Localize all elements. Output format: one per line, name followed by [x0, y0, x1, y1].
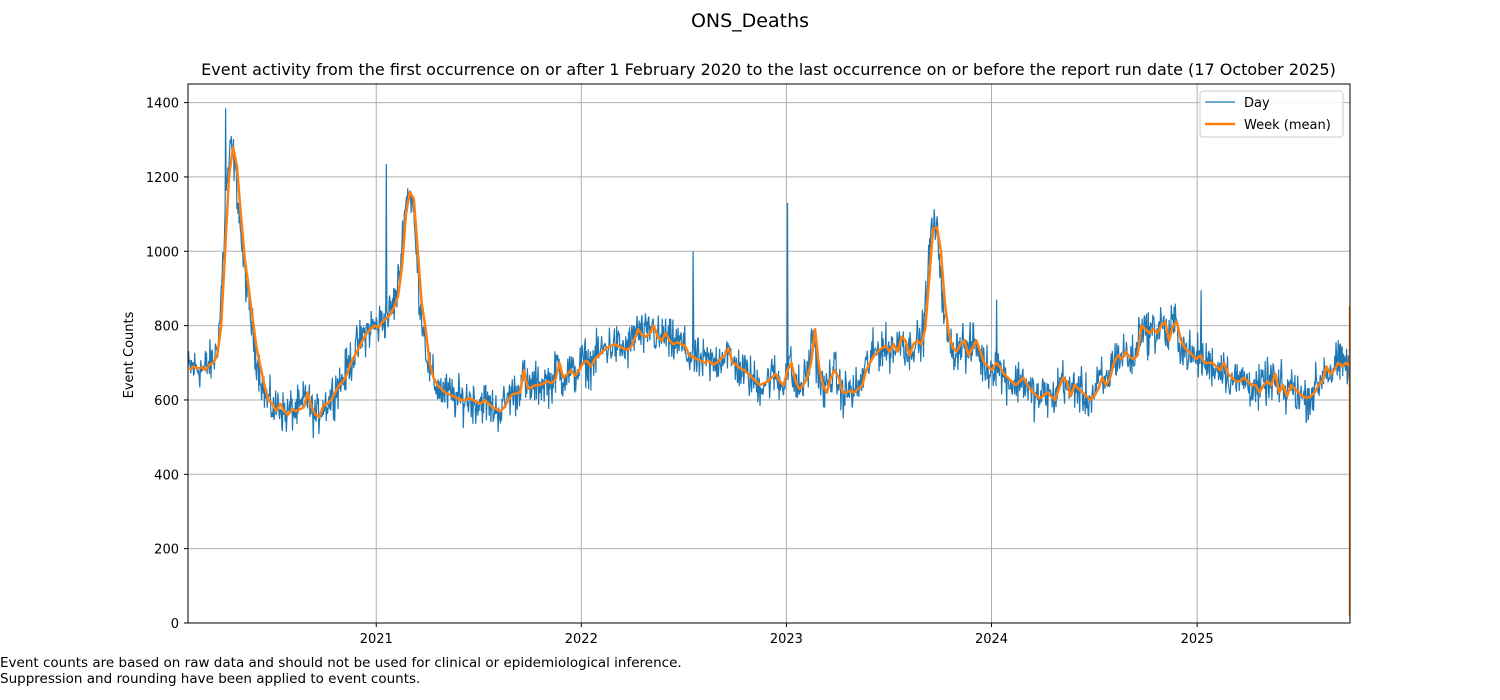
axes-frame [187, 83, 1351, 624]
week-mean-series-line [188, 145, 1350, 616]
footnote: Event counts are based on raw data and s… [0, 655, 682, 687]
chart-title: Event activity from the first occurrence… [201, 60, 1336, 79]
y-tick-label: 200 [154, 543, 179, 558]
y-tick-label: 1400 [146, 97, 179, 112]
footnote-line-1: Event counts are based on raw data and s… [0, 655, 682, 671]
plot-area [188, 108, 1350, 620]
legend-week-label: Week (mean) [1244, 118, 1331, 133]
y-tick-label: 400 [154, 468, 179, 483]
grid-lines [188, 84, 1350, 623]
x-tick-label: 2021 [360, 632, 393, 647]
x-tick-label: 2024 [975, 632, 1008, 647]
x-tick-label: 2025 [1181, 632, 1214, 647]
y-tick-label: 1000 [146, 245, 179, 260]
legend-box [1199, 90, 1344, 138]
y-axis-label: Event Counts [122, 311, 137, 398]
legend-day-label: Day [1244, 96, 1270, 111]
y-tick-label: 0 [171, 617, 179, 632]
footnote-line-2: Suppression and rounding have been appli… [0, 671, 421, 687]
y-tick-label: 800 [154, 320, 179, 335]
y-tick-label: 1200 [146, 171, 179, 186]
figure-suptitle: ONS_Deaths [690, 10, 810, 32]
legend: Day Week (mean) [1199, 90, 1344, 138]
y-axis: 0 200 400 600 800 1000 1200 1400 [146, 97, 188, 632]
x-tick-label: 2023 [770, 632, 803, 647]
x-axis: 2021 2022 2023 2024 2025 [360, 623, 1214, 647]
y-tick-label: 600 [154, 394, 179, 409]
day-series-line [188, 108, 1350, 620]
x-tick-label: 2022 [565, 632, 598, 647]
